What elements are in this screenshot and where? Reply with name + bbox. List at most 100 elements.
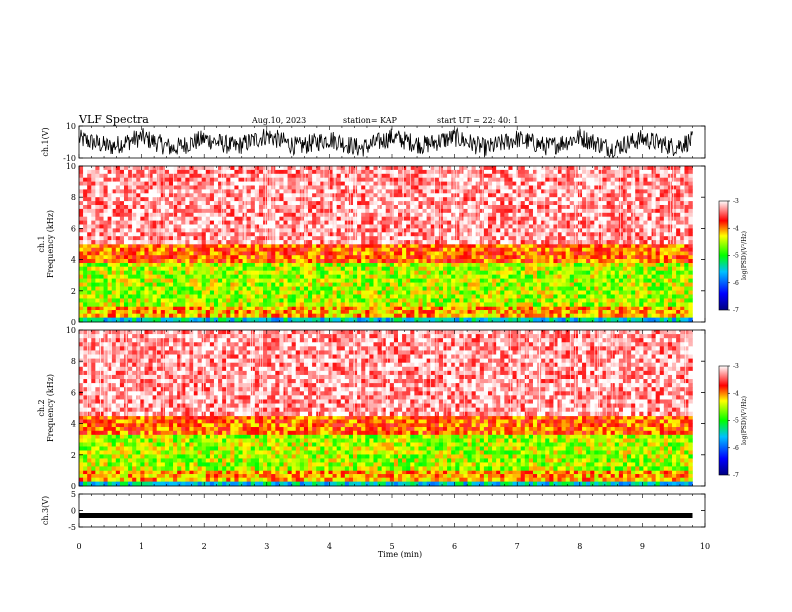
- spectrogram-cell: [197, 166, 202, 171]
- spectrogram-cell: [283, 294, 288, 299]
- spectrogram-cell: [83, 270, 88, 275]
- spectrogram-cell: [610, 278, 616, 283]
- spectrogram-cell: [103, 302, 108, 307]
- spectrogram-cell: [267, 169, 272, 175]
- spectrogram-cell: [471, 317, 477, 323]
- spectrogram-cell: [496, 286, 501, 291]
- spectrogram-cell: [639, 302, 644, 307]
- spectrogram-cell: [148, 224, 153, 229]
- spectrogram-cell: [467, 278, 472, 283]
- spectrogram-cell: [618, 310, 624, 314]
- spectrogram-cell: [205, 232, 211, 237]
- spectrogram-cell: [193, 193, 198, 198]
- spectrogram-cell: [271, 266, 276, 271]
- spectrogram-cell: [287, 270, 292, 275]
- spectrogram-cell: [520, 247, 526, 252]
- spectrogram-cell: [291, 270, 297, 275]
- spectrogram-cell: [434, 232, 440, 237]
- spectrogram-cell: [254, 193, 260, 198]
- spectrogram-cell: [377, 270, 382, 275]
- spectrogram-cell: [422, 251, 427, 256]
- spectrogram-cell: [406, 286, 411, 291]
- spectrogram-cell: [279, 208, 284, 214]
- spectrogram-cell: [308, 197, 313, 202]
- spectrogram-cell: [308, 310, 313, 314]
- spectrogram-cell: [663, 310, 669, 314]
- spectrogram-cell: [148, 286, 153, 291]
- spectrogram-cell: [459, 247, 464, 252]
- spectrogram-cell: [422, 173, 427, 178]
- spectrogram-cell: [381, 255, 387, 260]
- spectrogram-cell: [209, 258, 215, 264]
- spectrogram-cell: [418, 181, 423, 186]
- spectrogram-cell: [381, 216, 387, 221]
- spectrogram-cell: [598, 244, 603, 249]
- ch1-waveform-line: [78, 127, 693, 159]
- spectrogram-cell: [201, 302, 207, 307]
- spectrogram-cell: [123, 228, 129, 233]
- spectrogram-cell: [369, 205, 374, 210]
- spectrogram-cell: [385, 298, 391, 303]
- spectrogram-cell: [618, 251, 624, 256]
- spectrogram-cell: [148, 169, 153, 175]
- spectrogram-cell: [590, 247, 595, 252]
- spectrogram-cell: [144, 181, 149, 186]
- spectrogram-cell: [152, 185, 158, 190]
- spectrogram-cell: [218, 236, 223, 241]
- spectrogram-cell: [144, 313, 149, 318]
- spectrogram-cell: [410, 313, 415, 318]
- spectrogram-cell: [353, 298, 358, 303]
- spectrogram-cell: [324, 166, 329, 171]
- spectrogram-cell: [173, 310, 178, 314]
- spectrogram-cell: [438, 173, 444, 178]
- spectrogram-cell: [344, 240, 350, 245]
- spectrogram-cell: [152, 244, 158, 249]
- spectrogram-cell: [332, 270, 337, 275]
- spectrogram-cell: [381, 220, 387, 225]
- spectrogram-cell: [443, 266, 448, 271]
- spectrogram-cell: [123, 224, 129, 229]
- spectrogram-cell: [234, 240, 239, 245]
- spectrogram-cell: [173, 306, 178, 311]
- spectrogram-cell: [602, 262, 607, 267]
- spectrogram-cell: [226, 212, 231, 217]
- spectrogram-cell: [230, 197, 235, 202]
- spectrogram-cell: [132, 258, 137, 264]
- spectrogram-cell: [361, 251, 366, 256]
- spectrogram-cell: [123, 236, 129, 241]
- spectrogram-cell: [348, 302, 354, 307]
- spectrogram-cell: [160, 286, 166, 291]
- spectrogram-cell: [402, 232, 407, 237]
- spectrogram-cell: [389, 294, 395, 299]
- spectrogram-cell: [328, 220, 333, 225]
- spectrogram-cell: [316, 166, 321, 171]
- spectrogram-cell: [447, 193, 452, 198]
- spectrogram-cell: [393, 212, 399, 217]
- spectrogram-cell: [283, 169, 288, 175]
- spectrogram-cell: [398, 185, 403, 190]
- spectrogram-cell: [316, 201, 321, 206]
- spectrogram-cell: [254, 278, 260, 283]
- spectrogram-cell: [197, 236, 202, 241]
- spectrogram-cell: [320, 317, 325, 323]
- spectrogram-cell: [234, 189, 239, 194]
- spectrogram-cell: [332, 208, 337, 214]
- spectrogram-cell: [324, 224, 329, 229]
- spectrogram-cell: [406, 189, 411, 194]
- spectrogram-cell: [87, 216, 92, 221]
- spectrogram-cell: [410, 166, 415, 171]
- spectrogram-cell: [303, 201, 309, 206]
- spectrogram-cell: [144, 240, 149, 245]
- spectrogram-cell: [103, 294, 108, 299]
- spectrogram-cell: [148, 173, 153, 178]
- spectrogram-cell: [295, 247, 301, 252]
- spectrogram-cell: [451, 181, 456, 186]
- spectrogram-cell: [254, 290, 260, 295]
- spectrogram-cell: [291, 208, 297, 214]
- spectrogram-cell: [680, 251, 685, 256]
- spectrogram-cell: [312, 208, 317, 214]
- spectrogram-cell: [541, 306, 546, 311]
- spectrogram-cell: [582, 258, 587, 264]
- spectrogram-cell: [209, 251, 215, 256]
- spectrogram-cell: [205, 251, 211, 256]
